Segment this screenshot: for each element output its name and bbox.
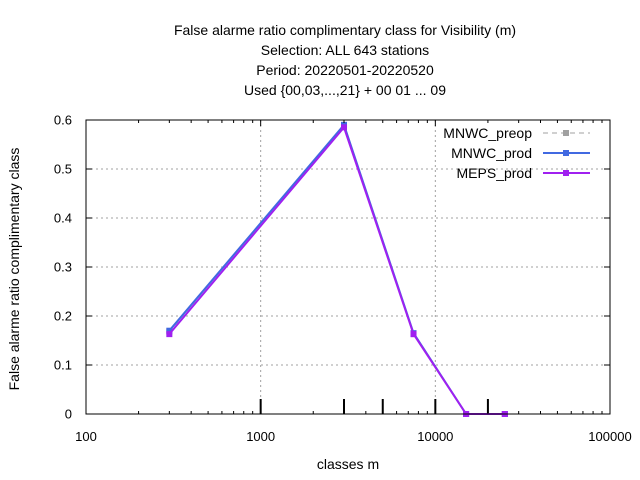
y-tick-label: 0.4: [54, 211, 72, 226]
x-tick-label: 100000: [588, 429, 631, 444]
data-point-meps-prod: [410, 331, 417, 338]
chart-title-line: False alarme ratio complimentary class f…: [174, 22, 516, 38]
threshold-markers: [259, 399, 489, 414]
series-line-mnwc-prod: [168, 122, 505, 415]
chart-title-line: Selection: ALL 643 stations: [261, 42, 429, 58]
x-tick-label: 1000: [246, 429, 275, 444]
legend-marker-mnwc-prod: [563, 150, 569, 156]
legend: MNWC_preop MNWC_prod MEPS_prod: [443, 125, 590, 181]
y-tick-label: 0.5: [54, 162, 72, 177]
data-point-meps-prod: [341, 124, 348, 131]
chart-title-line: Used {00,03,...,21} + 00 01 ... 09: [244, 82, 446, 98]
data-point-meps-prod: [166, 331, 173, 338]
legend-label-mnwc-prod: MNWC_prod: [451, 145, 532, 161]
y-tick-label: 0: [65, 407, 72, 422]
legend-label-meps-prod: MEPS_prod: [457, 165, 532, 181]
x-tick-label: 100: [75, 429, 97, 444]
data-point-mnwc-prod: [166, 327, 173, 334]
y-tick-label: 0.3: [54, 260, 72, 275]
series-line-mnwc-preop: [168, 123, 505, 415]
legend-label-mnwc-preop: MNWC_preop: [443, 125, 532, 141]
y-axis-ticks: 0 0.1 0.2 0.3 0.4 0.5 0.6: [54, 113, 610, 422]
legend-marker-meps-prod: [563, 170, 569, 176]
y-tick-label: 0.6: [54, 113, 72, 128]
x-axis-ticks: 100 1000 10000 100000: [75, 120, 632, 444]
y-tick-label: 0.1: [54, 358, 72, 373]
y-axis-title: False alarme ratio complimentary class: [6, 148, 22, 391]
chart-title-line: Period: 20220501-20220520: [256, 62, 434, 78]
y-tick-label: 0.2: [54, 309, 72, 324]
x-axis-title: classes m: [317, 456, 379, 472]
x-tick-label: 10000: [417, 429, 453, 444]
legend-marker-mnwc-preop: [563, 130, 569, 136]
chart-title-block: False alarme ratio complimentary class f…: [174, 22, 516, 98]
